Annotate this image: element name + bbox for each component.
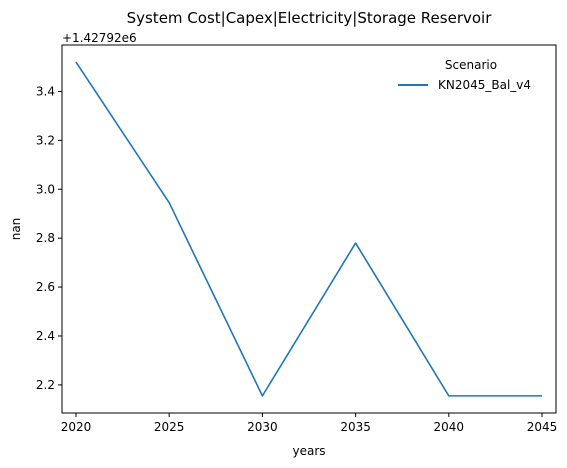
x-tick-label: 2035: [340, 420, 371, 434]
y-offset-label: +1.42792e6: [62, 31, 137, 45]
y-axis: 2.2 2.4 2.6 2.8 3.0 3.2 3.4: [36, 84, 62, 392]
plot-area: [61, 44, 557, 414]
x-tick-label: 2040: [434, 420, 465, 434]
y-tick-label: 3.0: [36, 182, 55, 196]
x-tick-label: 2045: [527, 420, 558, 434]
legend: Scenario KN2045_Bal_v4: [398, 58, 531, 92]
y-tick-label: 3.4: [36, 84, 55, 98]
y-tick-label: 3.2: [36, 133, 55, 147]
x-tick-label: 2020: [61, 420, 92, 434]
legend-title: Scenario: [445, 58, 497, 72]
y-axis-label: nan: [9, 218, 23, 241]
y-tick-label: 2.4: [36, 329, 55, 343]
legend-label-kn2045-bal-v4: KN2045_Bal_v4: [438, 78, 531, 92]
series-line-kn2045-bal-v4: [75, 61, 543, 397]
x-axis: 2020 2025 2030 2035 2040 2045: [61, 413, 558, 434]
series-group: [75, 61, 543, 397]
y-tick-label: 2.2: [36, 378, 55, 392]
x-tick-label: 2025: [154, 420, 185, 434]
y-tick-label: 2.8: [36, 231, 55, 245]
x-tick-label: 2030: [247, 420, 278, 434]
x-axis-label: years: [292, 444, 325, 458]
chart-title: System Cost|Capex|Electricity|Storage Re…: [127, 9, 493, 27]
y-tick-label: 2.6: [36, 280, 55, 294]
